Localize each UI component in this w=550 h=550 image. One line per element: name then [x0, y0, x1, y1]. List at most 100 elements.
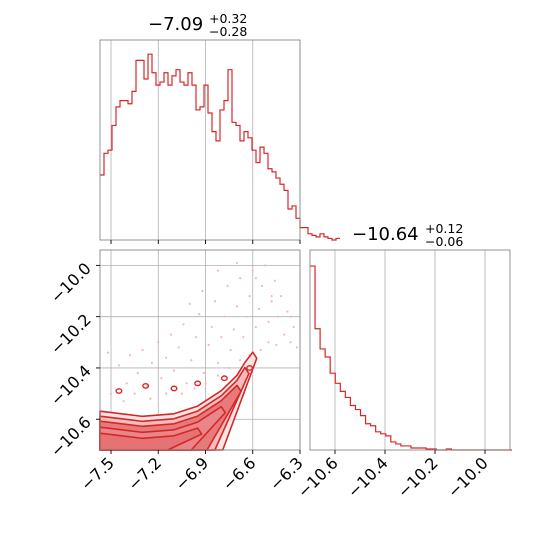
scatter-point: [106, 351, 109, 354]
scatter-point: [157, 341, 160, 344]
contour-panel: −7.5 −7.2 −6.9 −6.6 −6.3 −10.6−10.4−10.2−10.…: [47, 249, 307, 494]
scatter-point: [292, 325, 295, 329]
title-param2: −10.64: [352, 224, 419, 245]
scatter-point: [198, 313, 201, 316]
scatter-point: [223, 315, 226, 318]
scatter-point: [242, 336, 245, 339]
histogram-panel-param1-frame: [99, 39, 301, 241]
scatter-point: [248, 295, 251, 298]
scatter-point: [273, 279, 276, 282]
scatter-point: [267, 320, 270, 323]
scatter-point: [270, 300, 273, 303]
x-tick-label: −10.4: [344, 453, 392, 501]
scatter-point: [165, 392, 168, 395]
scatter-point: [122, 400, 125, 403]
title-param1: −7.09: [148, 14, 203, 35]
x-tick-label: −7.2: [124, 453, 165, 494]
scatter-samples: [106, 261, 298, 403]
y-tick-label: −10.4: [47, 361, 95, 409]
title-param2-plus: +0.12: [425, 221, 463, 236]
histogram-panel-param1: −7.09 +0.32 −0.28: [99, 11, 340, 244]
y-tick-label: −10.0: [47, 259, 95, 307]
scatter-point: [201, 289, 204, 293]
contour-island: [170, 385, 178, 392]
scatter-point: [177, 346, 180, 349]
contour-panel-frame: [99, 249, 301, 451]
scatter-point: [213, 300, 217, 303]
histogram-panel-param2-frame: [309, 249, 511, 451]
scatter-point: [133, 392, 136, 395]
y-tick-label: −10.2: [47, 310, 95, 358]
scatter-point: [141, 348, 144, 352]
scatter-point: [235, 261, 239, 264]
scatter-point: [202, 371, 206, 375]
scatter-point: [117, 364, 120, 367]
x-tick-label: −10.2: [394, 453, 442, 501]
histogram-panel-param2: −10.6 −10.4 −10.2 −10.0 −10.64 +0.12 −0.06: [294, 221, 512, 501]
x-tick-label: −10.0: [444, 453, 492, 501]
scatter-point: [261, 284, 264, 287]
scatter-point: [160, 377, 163, 380]
histogram-param1: [100, 53, 340, 241]
scatter-point: [235, 305, 239, 308]
scatter-point: [149, 397, 152, 400]
x-tick-label: −7.5: [77, 453, 118, 494]
scatter-point: [289, 315, 292, 318]
scatter-point: [239, 359, 242, 362]
scatter-point: [264, 264, 267, 267]
scatter-point: [180, 392, 183, 395]
scatter-point: [204, 382, 207, 385]
scatter-point: [185, 382, 188, 385]
scatter-point: [267, 341, 270, 344]
scatter-point: [136, 371, 139, 375]
scatter-point: [295, 346, 298, 349]
scatter-point: [270, 295, 273, 298]
contour-island: [246, 365, 254, 371]
scatter-point: [283, 333, 286, 336]
scatter-point: [172, 369, 176, 372]
contour-island: [115, 388, 123, 394]
scatter-point: [280, 295, 283, 298]
scatter-point: [228, 366, 231, 370]
scatter-point: [229, 348, 232, 352]
scatter-point: [257, 307, 261, 311]
contour-levels: [99, 351, 258, 451]
title-param1-minus: −0.28: [209, 24, 247, 39]
histogram-param2: [310, 265, 512, 451]
scatter-point: [194, 336, 198, 339]
scatter-point: [286, 310, 289, 313]
scatter-point: [289, 341, 292, 344]
x-tick-label: −6.9: [171, 453, 212, 494]
contour-island: [142, 382, 150, 389]
scatter-point: [239, 277, 242, 280]
contour-level-5: [99, 427, 203, 451]
scatter-point: [193, 387, 196, 390]
scatter-point: [254, 277, 258, 280]
scatter-point: [217, 269, 220, 272]
x-tick-label: −10.6: [294, 453, 342, 501]
scatter-point: [259, 348, 262, 352]
scatter-point: [188, 302, 191, 305]
scatter-point: [226, 284, 229, 287]
contour-island: [194, 380, 202, 387]
scatter-point: [232, 328, 235, 331]
title-param1-plus: +0.32: [209, 11, 247, 26]
title-param2-minus: −0.06: [425, 234, 463, 249]
y-tick-label: −10.6: [47, 413, 95, 461]
scatter-point: [207, 343, 210, 346]
x-tick-label: −6.6: [219, 453, 260, 494]
scatter-point: [150, 361, 154, 364]
scatter-point: [190, 359, 193, 362]
scatter-point: [275, 343, 278, 346]
scatter-point: [210, 325, 213, 329]
scatter-point: [245, 315, 248, 318]
scatter-point: [220, 336, 223, 339]
scatter-point: [128, 354, 132, 357]
scatter-point: [217, 374, 220, 377]
scatter-point: [276, 315, 280, 318]
scatter-point: [217, 361, 220, 364]
scatter-point: [251, 269, 254, 272]
scatter-point: [182, 323, 185, 326]
scatter-point: [169, 333, 172, 336]
